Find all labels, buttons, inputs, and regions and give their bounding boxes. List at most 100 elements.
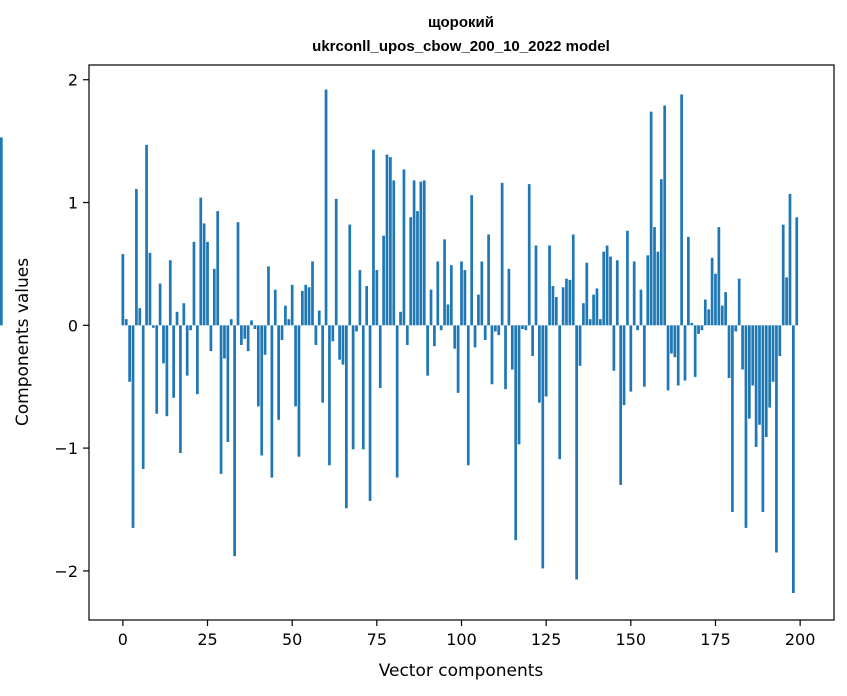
bar-7: [145, 144, 148, 326]
bar-18: [182, 303, 186, 326]
bar-76: [378, 325, 382, 388]
bar-188: [758, 325, 761, 425]
bar-166: [683, 325, 687, 381]
bar-169: [693, 325, 697, 377]
bar-130: [561, 287, 565, 326]
bar-124: [541, 325, 545, 569]
bar-195: [781, 224, 785, 326]
bar-175: [714, 273, 717, 326]
bar-103: [470, 195, 474, 326]
bar-73: [368, 325, 372, 501]
bar-93: [436, 261, 440, 326]
bar-158: [656, 251, 660, 326]
bar-70: [358, 270, 362, 326]
x-tick-label: 150: [616, 630, 647, 649]
bar-172: [703, 299, 707, 326]
bar-118: [521, 325, 524, 329]
bar-88: [419, 181, 423, 326]
bar-104: [473, 325, 477, 348]
bar-100: [460, 261, 463, 326]
bar-92: [433, 325, 436, 347]
bar-171: [700, 325, 704, 331]
bar-6: [141, 325, 145, 469]
bar-140: [595, 288, 599, 326]
bar-1: [124, 319, 128, 326]
bar-177: [720, 305, 724, 326]
bar-165: [680, 94, 683, 326]
bar-14: [168, 260, 172, 326]
bar-16: [175, 311, 179, 326]
bar-119: [524, 325, 528, 331]
bar-122: [534, 245, 538, 326]
y-tick-label: −2: [54, 562, 78, 581]
bar-33: [233, 325, 236, 557]
bar-131: [565, 278, 568, 326]
bar-89: [422, 180, 426, 326]
bar-72: [365, 286, 369, 326]
bar-84: [405, 325, 409, 345]
bar-32: [229, 319, 233, 326]
bar-4: [135, 189, 138, 326]
bar-117: [517, 325, 521, 445]
bar-0: [121, 254, 125, 326]
x-tick-label: 200: [785, 630, 816, 649]
bar-20: [189, 325, 192, 331]
bar-19: [185, 325, 189, 376]
bar-series: [0, 89, 799, 593]
x-tick-label: 50: [282, 630, 302, 649]
y-tick-label: 2: [68, 71, 78, 90]
bar-97: [449, 265, 453, 326]
bar-35: [240, 325, 243, 345]
bar-135: [578, 325, 582, 366]
bar-50: [290, 284, 294, 326]
bar-123: [538, 325, 541, 403]
bar-152: [636, 325, 639, 331]
bar-134: [575, 325, 578, 580]
bar-115: [510, 325, 514, 370]
bar-86: [412, 180, 416, 326]
bar-176: [717, 227, 721, 326]
bar-168: [690, 322, 694, 326]
bar-11: [158, 283, 162, 326]
bar-60: [324, 89, 328, 326]
bar-34: [236, 222, 240, 326]
bar-91: [429, 289, 433, 326]
bar-108: [487, 234, 490, 326]
bar-43: [267, 266, 270, 326]
bar-137: [585, 262, 589, 326]
bar-47: [280, 325, 284, 341]
bar-27: [212, 268, 216, 326]
bar-156: [649, 111, 653, 326]
bar-186: [751, 325, 755, 386]
bar-23: [199, 197, 203, 326]
bar-3: [131, 325, 135, 528]
bar-77: [382, 235, 385, 326]
bar-99: [456, 325, 460, 393]
bar-153: [639, 289, 643, 326]
bar-2: [128, 325, 131, 382]
bar-133: [571, 234, 575, 326]
bar-38: [250, 320, 253, 326]
bar-63: [334, 198, 338, 326]
bar-161: [666, 325, 670, 391]
bar-164: [676, 325, 680, 386]
y-axis: −2 −1 0 1 2: [54, 71, 89, 581]
bar-90: [426, 325, 429, 376]
bar-129: [558, 325, 562, 460]
bar-105: [477, 294, 480, 326]
bar-75: [375, 270, 379, 326]
bar-163: [673, 325, 677, 358]
bar-30: [223, 325, 226, 359]
bar-39: [253, 325, 257, 329]
bar-147: [619, 325, 623, 485]
bar-173: [707, 309, 711, 326]
bar-162: [670, 325, 673, 354]
bar-143: [605, 245, 609, 326]
bar-64: [338, 325, 341, 360]
bar-21: [192, 241, 196, 326]
bar-167: [687, 236, 690, 326]
bar-181: [734, 325, 738, 332]
bar-196: [785, 277, 788, 326]
bar-57: [314, 325, 318, 345]
bar-22: [196, 325, 199, 395]
